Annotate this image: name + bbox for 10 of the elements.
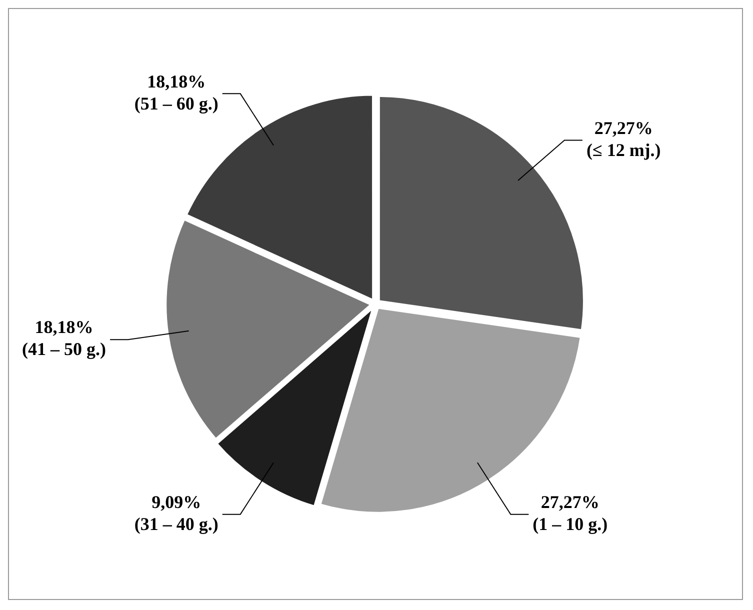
data-label: 9,09%	[152, 492, 202, 512]
data-label: 18,18%	[34, 317, 94, 338]
slice-label: (31 – 40 g.)	[134, 514, 218, 534]
slice-label: (41 – 50 g.)	[22, 339, 106, 360]
data-label: 27,27%	[594, 118, 653, 138]
data-label: 18,18%	[147, 71, 206, 92]
slice-label: (51 – 60 g.)	[134, 93, 218, 114]
slice-label: (≤ 12 mj.)	[586, 140, 661, 160]
data-label: 27,27%	[540, 492, 600, 512]
slice-label: (1 – 10 g.)	[532, 514, 608, 534]
